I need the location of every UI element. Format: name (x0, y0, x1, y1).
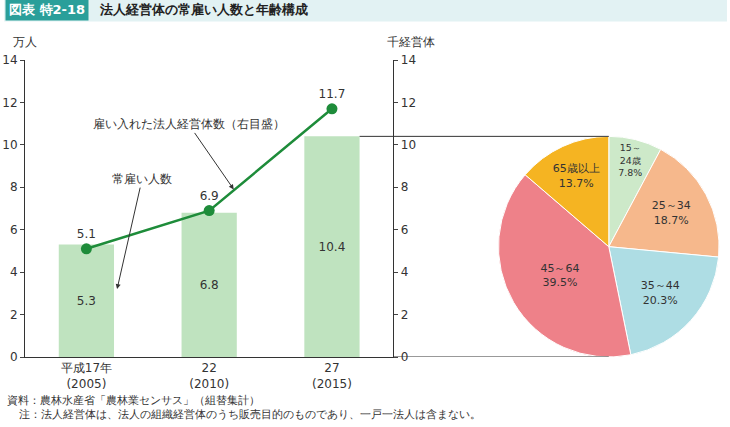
svg-text:25～3418.7%: 25～3418.7% (652, 199, 691, 226)
svg-text:図表 特2-18: 図表 特2-18 (9, 2, 85, 17)
svg-text:5.1: 5.1 (77, 227, 96, 241)
svg-text:6.9: 6.9 (200, 189, 219, 203)
svg-text:8: 8 (10, 180, 18, 194)
svg-text:14: 14 (401, 53, 416, 67)
svg-text:万人: 万人 (13, 35, 37, 49)
svg-text:常雇い人数: 常雇い人数 (112, 172, 172, 186)
svg-text:15～24歳7.8%: 15～24歳7.8% (618, 142, 642, 178)
svg-text:0: 0 (401, 350, 409, 364)
svg-text:8: 8 (401, 180, 409, 194)
svg-text:6: 6 (10, 223, 18, 237)
svg-text:12: 12 (2, 96, 17, 110)
svg-text:平成17年(2005): 平成17年(2005) (61, 361, 112, 391)
svg-text:14: 14 (2, 53, 17, 67)
svg-text:12: 12 (401, 96, 416, 110)
svg-text:11.7: 11.7 (319, 87, 346, 101)
svg-text:4: 4 (401, 265, 409, 279)
svg-text:0: 0 (10, 350, 18, 364)
svg-text:千経営体: 千経営体 (387, 35, 435, 49)
svg-text:27(2015): 27(2015) (312, 361, 352, 391)
svg-text:資料：農林水産省「農林業センサス」（組替集計）: 資料：農林水産省「農林業センサス」（組替集計） (7, 394, 260, 406)
svg-text:6: 6 (401, 223, 409, 237)
svg-text:雇い入れた法人経営体数（右目盛）: 雇い入れた法人経営体数（右目盛） (93, 117, 285, 131)
svg-text:注：法人経営体は、法人の組織経営体のうち販売目的のものであり: 注：法人経営体は、法人の組織経営体のうち販売目的のものであり、一戸一法人は含まな… (19, 408, 481, 421)
svg-text:5.3: 5.3 (77, 294, 96, 308)
svg-text:6.8: 6.8 (200, 278, 219, 292)
svg-text:10: 10 (401, 138, 416, 152)
svg-text:35～4420.3%: 35～4420.3% (641, 279, 680, 306)
svg-text:65歳以上13.7%: 65歳以上13.7% (553, 162, 600, 189)
svg-text:4: 4 (10, 265, 18, 279)
svg-text:10: 10 (2, 138, 17, 152)
svg-text:45～6439.5%: 45～6439.5% (540, 262, 579, 289)
svg-text:10.4: 10.4 (319, 240, 346, 254)
svg-text:2: 2 (401, 308, 409, 322)
svg-text:2: 2 (10, 308, 18, 322)
svg-text:22(2010): 22(2010) (189, 361, 229, 391)
svg-text:法人経営体の常雇い人数と年齢構成: 法人経営体の常雇い人数と年齢構成 (99, 2, 308, 17)
